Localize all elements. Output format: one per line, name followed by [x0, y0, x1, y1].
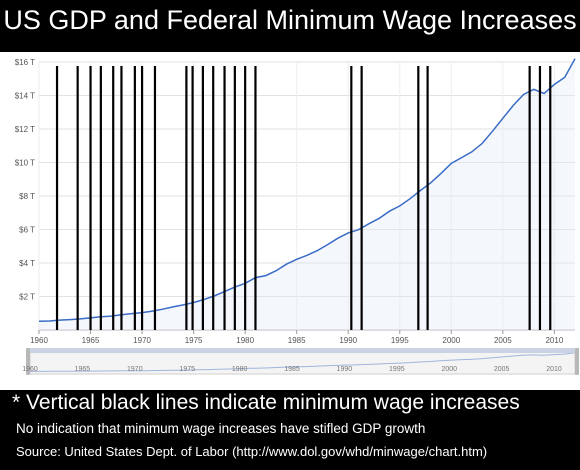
subnote: No indication that minimum wage increase…	[16, 421, 426, 436]
navigator-tick-label: 1985	[284, 366, 300, 373]
navigator-left-handle[interactable]	[26, 348, 30, 375]
range-navigator[interactable]: 1960 1965 1970 1975 1980 1985 1990 1995 2000 2005…	[22, 348, 579, 375]
x-tick-label: 1965	[82, 336, 100, 345]
navigator-tick-label: 2000	[441, 366, 457, 373]
x-tick-label: 1960	[30, 336, 48, 345]
y-tick-label: $8 T	[19, 192, 35, 201]
navigator-tick-label: 1960	[22, 366, 38, 373]
navigator-series-line	[30, 352, 576, 372]
y-tick-label: $6 T	[19, 226, 35, 235]
x-tick-label: 1970	[133, 336, 151, 345]
navigator-selection-bar[interactable]	[30, 348, 575, 353]
x-tick-label: 1990	[339, 336, 357, 345]
gdp-series-line	[38, 58, 576, 323]
series-lines	[38, 58, 576, 323]
y-tick-label: $16 T	[15, 58, 35, 67]
x-tick-label: 1975	[185, 336, 203, 345]
navigator-track[interactable]	[29, 348, 576, 375]
line-area	[39, 58, 575, 330]
navigator-tick-label: 2005	[494, 366, 510, 373]
navigator-tick-label: 1995	[389, 366, 405, 373]
source-citation: Source: United States Dept. of Labor (ht…	[16, 444, 488, 459]
x-tick-label: 2005	[494, 336, 512, 345]
navigator-tick-label: 1990	[337, 366, 353, 373]
y-tick-labels: $2 T $4 T $6 T $8 T $10 T $12 T $14 T $16 T	[15, 58, 35, 302]
y-tick-label: $14 T	[15, 92, 35, 101]
navigator-right-handle[interactable]	[575, 348, 579, 375]
navigator-tick-label: 2010	[546, 366, 562, 373]
navigator-tick-label: 1965	[75, 366, 91, 373]
chart-panel: $2 T $4 T $6 T $8 T $10 T $12 T $14 T $16 T 196…	[0, 52, 580, 390]
series-area	[39, 58, 575, 330]
x-tick-label: 1980	[236, 336, 254, 345]
y-tick-label: $12 T	[15, 125, 35, 134]
navigator-tick-label: 1975	[179, 366, 195, 373]
x-tick-label: 1985	[288, 336, 306, 345]
x-tick-label: 2000	[442, 336, 460, 345]
gdp-line-chart: $2 T $4 T $6 T $8 T $10 T $12 T $14 T $16 T 196…	[15, 58, 579, 375]
y-tick-label: $10 T	[15, 159, 35, 168]
x-tick-labels: 1960 1965 1970 1975 1980 1985 1990 1995 2000 2005…	[30, 336, 564, 345]
footnote-vertical-lines: * Vertical black lines indicate minimum …	[12, 391, 520, 414]
chart-title: US GDP and Federal Minimum Wage Increase…	[3, 5, 577, 35]
navigator-tick-label: 1980	[232, 366, 248, 373]
navigator-tick-label: 1970	[127, 366, 143, 373]
min-wage-lines	[55, 66, 552, 330]
x-tick-label: 2010	[545, 336, 563, 345]
y-tick-label: $2 T	[19, 293, 35, 302]
x-tick-label: 1995	[391, 336, 409, 345]
y-tick-label: $4 T	[19, 259, 35, 268]
